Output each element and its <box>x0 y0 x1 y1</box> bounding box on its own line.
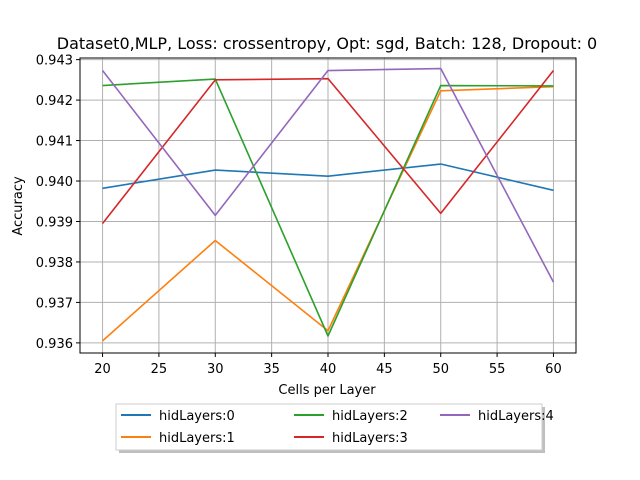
legend-box <box>115 403 543 451</box>
series-line-0 <box>102 163 554 192</box>
x-tick-label: 25 <box>151 362 168 377</box>
legend-label-3: hidLayers:3 <box>332 431 408 446</box>
x-tick-label: 30 <box>207 362 224 377</box>
y-axis-label: Accuracy <box>11 176 26 236</box>
grid <box>80 58 576 353</box>
y-tick-label: 0.936 <box>36 337 73 352</box>
series-lines <box>101 67 555 342</box>
x-axis-label: Cells per Layer <box>278 383 376 398</box>
y-tick-label: 0.939 <box>36 215 73 230</box>
legend: hidLayers:0 hidLayers:1 hidLayers:2 hidLaye… <box>115 403 554 453</box>
legend-label-4: hidLayers:4 <box>478 409 554 424</box>
y-tick-label: 0.941 <box>36 135 73 150</box>
x-axis-ticks: 20 25 30 35 40 45 50 55 60 <box>94 353 562 377</box>
y-tick-label: 0.940 <box>36 175 73 190</box>
y-tick-label: 0.942 <box>36 94 73 109</box>
legend-label-0: hidLayers:0 <box>159 409 235 424</box>
series-line-3 <box>101 70 555 225</box>
x-tick-label: 45 <box>376 362 393 377</box>
series-line-2 <box>102 78 554 337</box>
y-tick-label: 0.943 <box>36 54 73 69</box>
series-line-4 <box>101 67 555 283</box>
x-tick-label: 40 <box>320 362 337 377</box>
x-tick-label: 55 <box>489 362 506 377</box>
chart-title: Dataset0,MLP, Loss: crossentropy, Opt: s… <box>57 34 597 53</box>
legend-label-2: hidLayers:2 <box>332 409 408 424</box>
series-line-1 <box>102 85 554 342</box>
x-tick-label: 60 <box>545 362 562 377</box>
y-tick-label: 0.938 <box>36 256 73 271</box>
x-tick-label: 35 <box>263 362 280 377</box>
y-axis-ticks: 0.936 0.937 0.938 0.939 0.940 0.941 0.942 0.943 <box>36 54 80 352</box>
y-tick-label: 0.937 <box>36 296 73 311</box>
x-tick-label: 50 <box>432 362 449 377</box>
legend-label-1: hidLayers:1 <box>159 431 235 446</box>
x-tick-label: 20 <box>94 362 111 377</box>
